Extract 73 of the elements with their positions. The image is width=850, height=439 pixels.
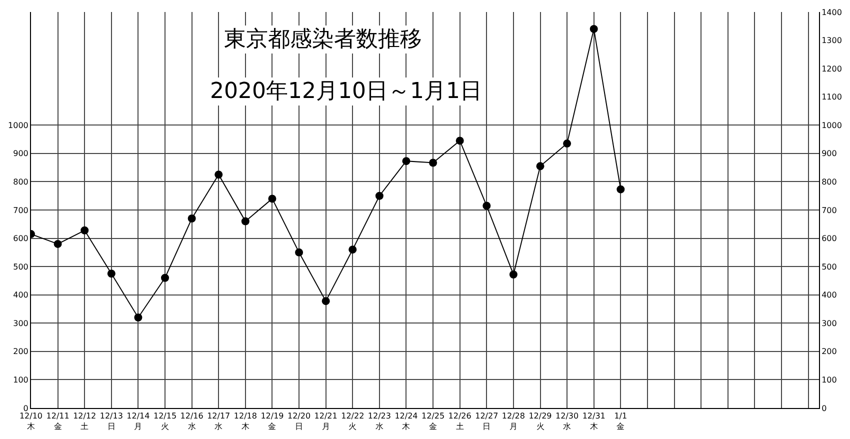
x-tick-label: 12/22 火 [341, 412, 364, 431]
y-tick-label: 0 [23, 404, 28, 413]
point [536, 162, 544, 170]
x-tick-label: 12/16 水 [180, 412, 204, 431]
x-tick-label: 12/24 木 [394, 412, 418, 431]
x-tick-label: 12/26 土 [448, 412, 472, 431]
x-tick-label: 1/1 金 [614, 412, 628, 431]
point [161, 274, 170, 282]
point [54, 240, 62, 248]
x-tick-label: 12/18 木 [234, 412, 257, 431]
x-tick-label: 12/29 火 [528, 412, 552, 431]
y2-tick-label: 0 [822, 404, 827, 413]
y2-tick-label: 1000 [822, 120, 842, 130]
y-tick-label: 700 [13, 206, 28, 215]
point [134, 313, 142, 322]
point [616, 185, 625, 194]
text: 東京都感染者数推移 [224, 27, 422, 52]
x-tick-label: 12/21 月 [314, 412, 338, 431]
point [322, 297, 330, 306]
y2-tick-label: 500 [822, 262, 837, 272]
y2-tick-label: 300 [822, 318, 837, 328]
y2-tick-label: 1200 [822, 64, 842, 74]
point [188, 214, 196, 222]
point [268, 194, 276, 203]
x-tick-label: 12/12 土 [73, 412, 96, 431]
y2-tick-label: 100 [822, 376, 837, 385]
point [590, 24, 598, 33]
y-tick-label: 800 [13, 178, 28, 187]
x-tick-label: 12/27 日 [475, 412, 498, 431]
y2-tick-label: 600 [822, 234, 837, 244]
x-tick-label: 12/11 金 [46, 412, 70, 431]
point [509, 270, 518, 278]
point [563, 140, 572, 148]
point [456, 136, 464, 145]
point [348, 246, 357, 254]
x-tick-label: 12/14 月 [126, 412, 150, 431]
y2-tick-label: 400 [822, 290, 837, 300]
y-tick-label: 100 [13, 376, 28, 385]
point [429, 158, 438, 167]
x-tick-label: 12/19 金 [260, 412, 284, 431]
y-tick-label: 400 [13, 290, 28, 300]
y-tick-label: 1000 [8, 120, 28, 130]
y2-tick-label: 1100 [822, 92, 842, 102]
y-tick-label: 200 [13, 347, 28, 356]
y2-tick-label: 800 [822, 178, 837, 187]
y-tick-label: 600 [13, 234, 28, 244]
point [295, 248, 304, 256]
y2-tick-label: 900 [822, 149, 837, 158]
x-tick-label: 12/31 木 [582, 412, 606, 431]
y-tick-label: 300 [13, 318, 28, 328]
x-tick-label: 12/10 木 [19, 412, 43, 431]
y-tick-label: 900 [13, 149, 28, 158]
x-tick-label: 12/28 月 [502, 412, 525, 431]
y2-tick-label: 700 [822, 206, 837, 215]
point [80, 226, 89, 234]
x-tick-label: 12/20 日 [288, 412, 311, 431]
y-tick-label: 500 [13, 262, 28, 272]
text: 2020年12月10日～1月1日 [210, 79, 482, 104]
point [241, 217, 250, 226]
point [482, 202, 491, 210]
point [375, 192, 384, 200]
y2-tick-label: 1300 [822, 36, 842, 46]
x-tick-label: 12/30 水 [556, 412, 579, 431]
x-tick-label: 12/25 金 [422, 412, 445, 431]
point [214, 170, 223, 179]
point [402, 157, 410, 166]
x-tick-label: 12/13 日 [100, 412, 123, 431]
x-tick-label: 12/23 水 [368, 412, 391, 431]
x-tick-label: 12/15 火 [153, 412, 177, 431]
point [107, 270, 116, 278]
x-tick-label: 12/17 水 [207, 412, 230, 431]
y2-tick-label: 200 [822, 347, 837, 356]
y2-tick-label: 1400 [822, 8, 842, 17]
